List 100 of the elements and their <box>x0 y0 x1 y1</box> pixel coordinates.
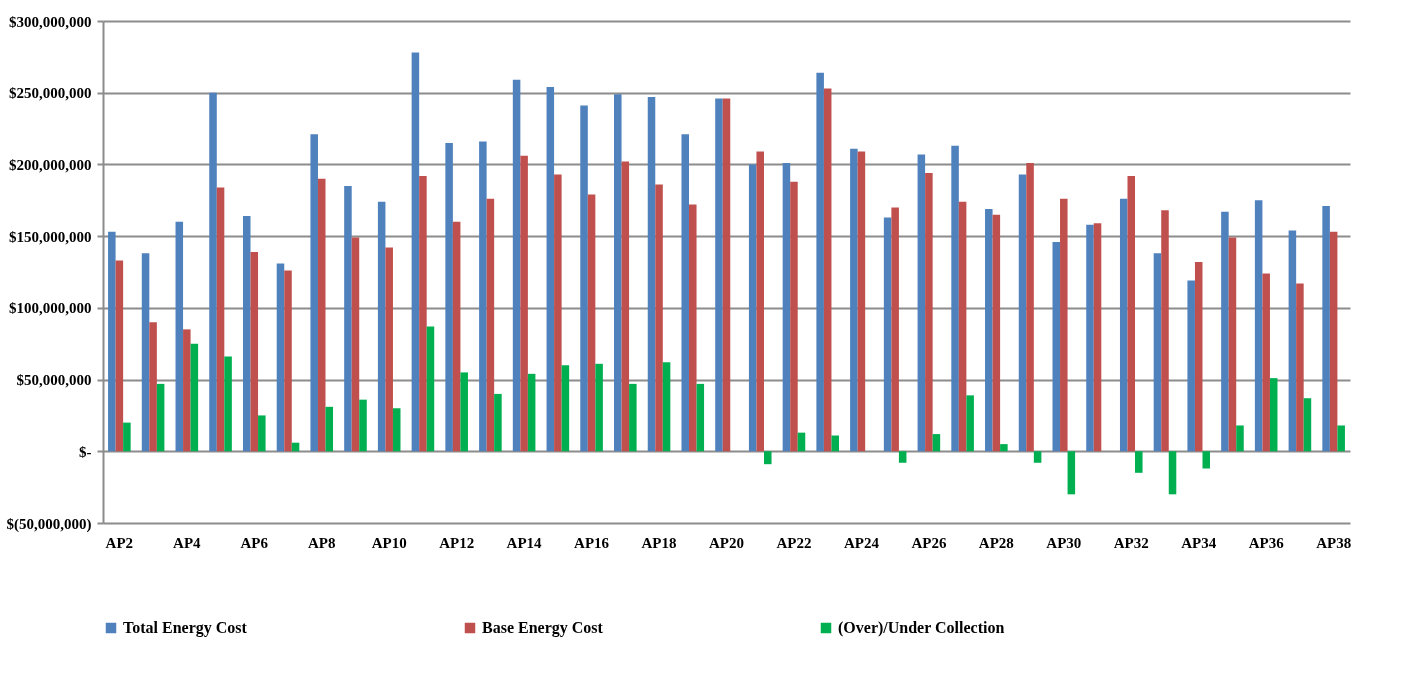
x-tick-label: AP2 <box>105 534 134 551</box>
bar <box>258 415 266 452</box>
bar <box>1187 280 1195 452</box>
legend-label: Base Energy Cost <box>482 619 604 637</box>
y-tick-label: $200,000,000 <box>9 156 92 173</box>
bar <box>554 174 562 452</box>
bar <box>392 408 401 452</box>
bar <box>883 217 892 452</box>
bar <box>1018 174 1027 452</box>
bar <box>985 208 993 452</box>
x-tick-label: AP6 <box>240 534 269 551</box>
bar <box>216 187 225 452</box>
bar <box>823 88 832 452</box>
bar <box>1228 237 1237 452</box>
bar <box>696 383 705 452</box>
bar <box>951 145 959 452</box>
y-tick-label: $250,000,000 <box>9 85 92 102</box>
x-tick-label: AP16 <box>574 534 610 551</box>
bar <box>1153 253 1162 452</box>
bar <box>1026 162 1034 452</box>
bar <box>1262 273 1270 452</box>
bar <box>344 185 352 452</box>
bar <box>1288 230 1297 452</box>
y-tick-label: $- <box>79 443 92 460</box>
bar <box>891 207 899 452</box>
bar <box>149 322 157 452</box>
bar <box>1236 425 1244 452</box>
bar <box>1093 223 1102 452</box>
bar <box>310 134 318 452</box>
bar <box>958 201 967 452</box>
bar <box>764 451 772 465</box>
bar <box>115 260 124 452</box>
bar <box>925 173 933 452</box>
bar <box>756 151 764 452</box>
bar <box>242 216 251 452</box>
bar <box>527 373 536 452</box>
bar <box>108 231 116 452</box>
bar <box>1067 451 1076 495</box>
bar <box>1329 231 1338 452</box>
x-tick-label: AP38 <box>1316 534 1352 551</box>
bar <box>419 175 427 452</box>
bar <box>1052 241 1061 452</box>
bar <box>190 343 199 452</box>
x-tick-label: AP8 <box>307 534 336 551</box>
bar <box>460 372 468 452</box>
bar <box>486 198 495 452</box>
bar <box>123 422 131 452</box>
y-tick-label: $(50,000,000) <box>6 515 92 533</box>
bar <box>317 178 326 452</box>
bar <box>662 362 671 452</box>
bar <box>647 97 656 452</box>
bar <box>917 154 926 452</box>
bar <box>1337 425 1345 452</box>
bar <box>512 79 521 452</box>
bar <box>276 263 285 452</box>
bar <box>156 383 165 452</box>
bar <box>1269 378 1278 452</box>
bar <box>621 161 630 452</box>
bar <box>782 162 791 452</box>
bar <box>1322 206 1330 452</box>
x-tick-label: AP18 <box>641 534 677 551</box>
bar <box>748 164 757 452</box>
bar <box>141 253 150 452</box>
bar <box>689 204 697 452</box>
bar <box>377 201 386 452</box>
bar <box>494 393 502 452</box>
x-tick-label: AP12 <box>439 534 475 551</box>
bar <box>1221 211 1229 452</box>
bar <box>1161 210 1169 452</box>
bar <box>1033 451 1042 463</box>
bar <box>932 434 941 452</box>
y-tick-label: $150,000,000 <box>9 228 92 245</box>
bar <box>325 406 334 452</box>
x-tick-label: AP36 <box>1248 534 1285 551</box>
bar <box>966 395 974 452</box>
y-tick-label: $300,000,000 <box>9 13 92 30</box>
bar <box>359 399 367 452</box>
bar <box>1194 261 1203 452</box>
bar <box>715 98 723 452</box>
bar <box>1168 451 1177 495</box>
bar <box>284 270 292 452</box>
bar <box>1135 451 1143 473</box>
bar <box>426 326 435 452</box>
bar <box>1303 398 1312 452</box>
bar <box>520 155 528 452</box>
bar <box>831 435 839 452</box>
x-tick-label: AP4 <box>173 534 202 551</box>
bar <box>816 72 824 452</box>
y-tick-label: $100,000,000 <box>9 300 92 317</box>
bar <box>1000 444 1008 452</box>
bar <box>411 52 420 452</box>
bar <box>561 365 570 452</box>
bar <box>681 134 689 452</box>
bar <box>183 329 191 452</box>
bar <box>587 194 596 452</box>
bar <box>898 451 907 463</box>
bar <box>250 251 259 452</box>
bar <box>857 151 866 452</box>
bar <box>629 383 637 452</box>
bar <box>175 221 184 452</box>
